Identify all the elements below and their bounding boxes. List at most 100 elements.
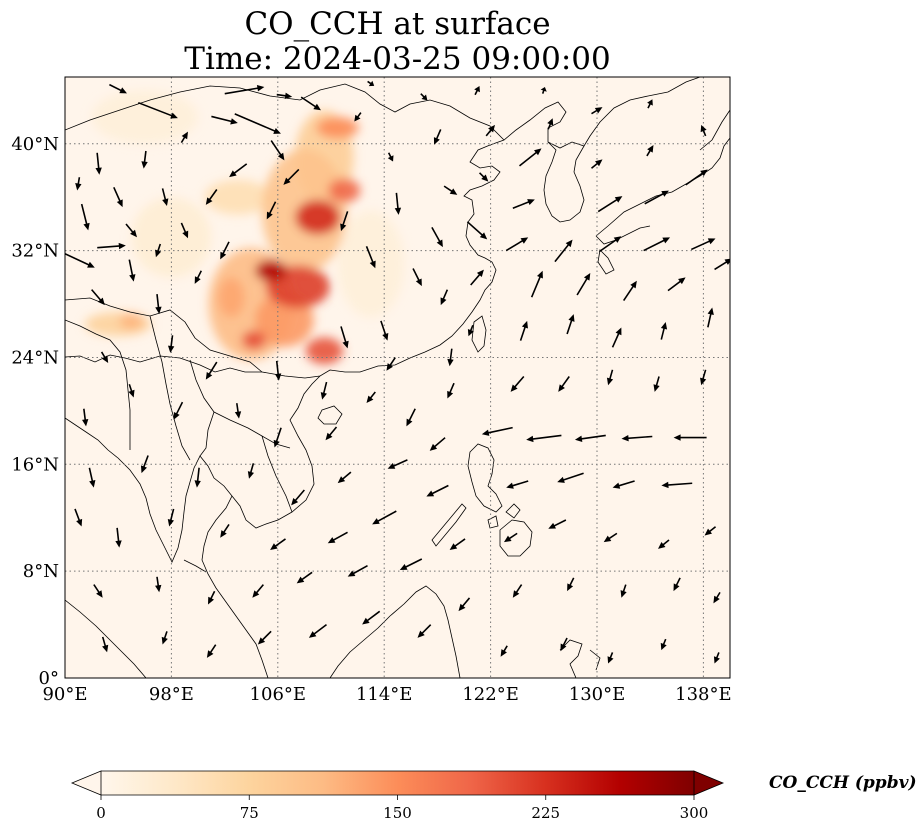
wind-arrow bbox=[466, 221, 488, 240]
border-china-south bbox=[65, 297, 263, 373]
wind-arrow bbox=[647, 99, 653, 109]
wind-arrow bbox=[713, 652, 720, 664]
wind-arrow bbox=[412, 268, 422, 287]
wind-arrow bbox=[161, 631, 168, 645]
wind-arrow bbox=[65, 252, 95, 268]
wind-arrow bbox=[548, 519, 567, 529]
wind-arrow bbox=[606, 369, 614, 386]
wind-arrow bbox=[399, 558, 423, 570]
wind-arrow bbox=[173, 401, 184, 420]
longitude-tick-label: 130°E bbox=[569, 684, 626, 705]
wind-vectors bbox=[65, 80, 730, 664]
wind-arrow bbox=[167, 335, 175, 353]
longitude-tick-labels: 90°E 98°E 106°E 114°E 122°E 130°E 138°E bbox=[42, 684, 731, 705]
wind-arrow bbox=[82, 408, 89, 427]
wind-arrow bbox=[597, 196, 623, 213]
wind-arrow bbox=[420, 93, 428, 101]
concentration-blob bbox=[255, 259, 288, 282]
wind-arrow bbox=[458, 597, 471, 612]
wind-arrow bbox=[685, 169, 708, 186]
wind-arrow bbox=[387, 459, 408, 469]
wind-arrow bbox=[354, 112, 362, 122]
wind-arrow bbox=[500, 645, 508, 657]
wind-arrow bbox=[603, 532, 618, 543]
wind-arrow bbox=[101, 636, 109, 653]
concentration-blob bbox=[119, 313, 144, 330]
wind-arrow bbox=[576, 273, 591, 296]
wind-arrow bbox=[387, 152, 394, 162]
wind-arrow bbox=[653, 376, 660, 392]
wind-arrow bbox=[340, 211, 349, 232]
wind-arrow bbox=[470, 269, 484, 286]
wind-arrow bbox=[505, 237, 529, 252]
map-title-line-1: CO_CCH at surface bbox=[244, 6, 551, 42]
coastline-sumatra bbox=[65, 599, 147, 678]
wind-arrow bbox=[417, 624, 432, 638]
colorbar-tick-label: 0 bbox=[96, 804, 106, 822]
wind-arrow bbox=[704, 526, 717, 536]
wind-arrow bbox=[591, 159, 603, 169]
wind-arrow bbox=[97, 242, 126, 250]
colorbar-tick-label: 300 bbox=[680, 804, 709, 822]
wind-arrow bbox=[540, 87, 547, 94]
wind-arrow bbox=[406, 408, 416, 427]
wind-arrow bbox=[95, 152, 102, 175]
wind-arrow bbox=[690, 238, 716, 251]
wind-arrow bbox=[211, 115, 238, 125]
colorbar-extend-low bbox=[70, 770, 102, 796]
wind-arrow bbox=[474, 85, 480, 96]
wind-arrow bbox=[394, 192, 402, 215]
wind-arrow bbox=[291, 489, 305, 506]
wind-arrow bbox=[320, 381, 328, 400]
wind-arrow bbox=[365, 246, 376, 269]
wind-arrow bbox=[478, 172, 489, 182]
wind-arrow bbox=[75, 177, 82, 191]
wind-arrow bbox=[660, 321, 668, 340]
wind-arrow bbox=[308, 624, 327, 638]
wind-arrow bbox=[252, 584, 264, 598]
latitude-tick-label: 24°N bbox=[11, 347, 59, 368]
wind-arrow bbox=[714, 258, 730, 271]
coastline-taiwan bbox=[471, 315, 487, 353]
latitude-tick-label: 16°N bbox=[11, 454, 59, 475]
border-malay bbox=[183, 559, 207, 573]
concentration-blob bbox=[91, 90, 198, 144]
wind-arrow bbox=[128, 384, 135, 398]
wind-arrow bbox=[155, 294, 162, 314]
latitude-tick-label: 40°N bbox=[11, 134, 59, 155]
wind-arrow bbox=[266, 201, 277, 220]
wind-arrow bbox=[234, 403, 242, 419]
wind-arrow bbox=[270, 538, 286, 550]
wind-arrow bbox=[247, 463, 255, 479]
coastline-korea bbox=[543, 141, 585, 223]
wind-arrow bbox=[646, 144, 654, 157]
coastline-mindanao bbox=[487, 503, 533, 557]
wind-arrow bbox=[560, 637, 568, 652]
wind-arrow bbox=[707, 307, 714, 328]
wind-arrow bbox=[673, 577, 681, 592]
wind-arrow bbox=[591, 107, 603, 115]
wind-arrow bbox=[440, 289, 449, 306]
map-title-line-2: Time: 2024-03-25 09:00:00 bbox=[184, 41, 611, 77]
wind-arrow bbox=[530, 270, 543, 298]
wind-arrow bbox=[155, 576, 162, 593]
map-background bbox=[65, 77, 730, 678]
wind-arrow bbox=[125, 223, 137, 238]
border-indochina bbox=[149, 315, 293, 513]
wind-arrow bbox=[547, 118, 554, 130]
wind-arrow bbox=[273, 427, 282, 448]
latitude-tick-label: 32°N bbox=[11, 241, 59, 262]
wind-arrow bbox=[558, 376, 570, 392]
coastline-japan bbox=[595, 109, 730, 275]
coastline-indochina bbox=[65, 375, 321, 678]
wind-arrow bbox=[644, 190, 669, 205]
wind-arrow bbox=[447, 382, 455, 399]
latitude-tick-label: 0° bbox=[39, 668, 59, 689]
colorbar-tick-label: 75 bbox=[240, 804, 259, 822]
concentration-blob bbox=[328, 178, 361, 203]
wind-arrow bbox=[155, 243, 162, 258]
wind-arrow bbox=[208, 590, 216, 605]
wind-arrow bbox=[557, 472, 584, 483]
latitude-tick-labels: 0° 8°N 16°N 24°N 32°N 40°N bbox=[11, 134, 59, 689]
